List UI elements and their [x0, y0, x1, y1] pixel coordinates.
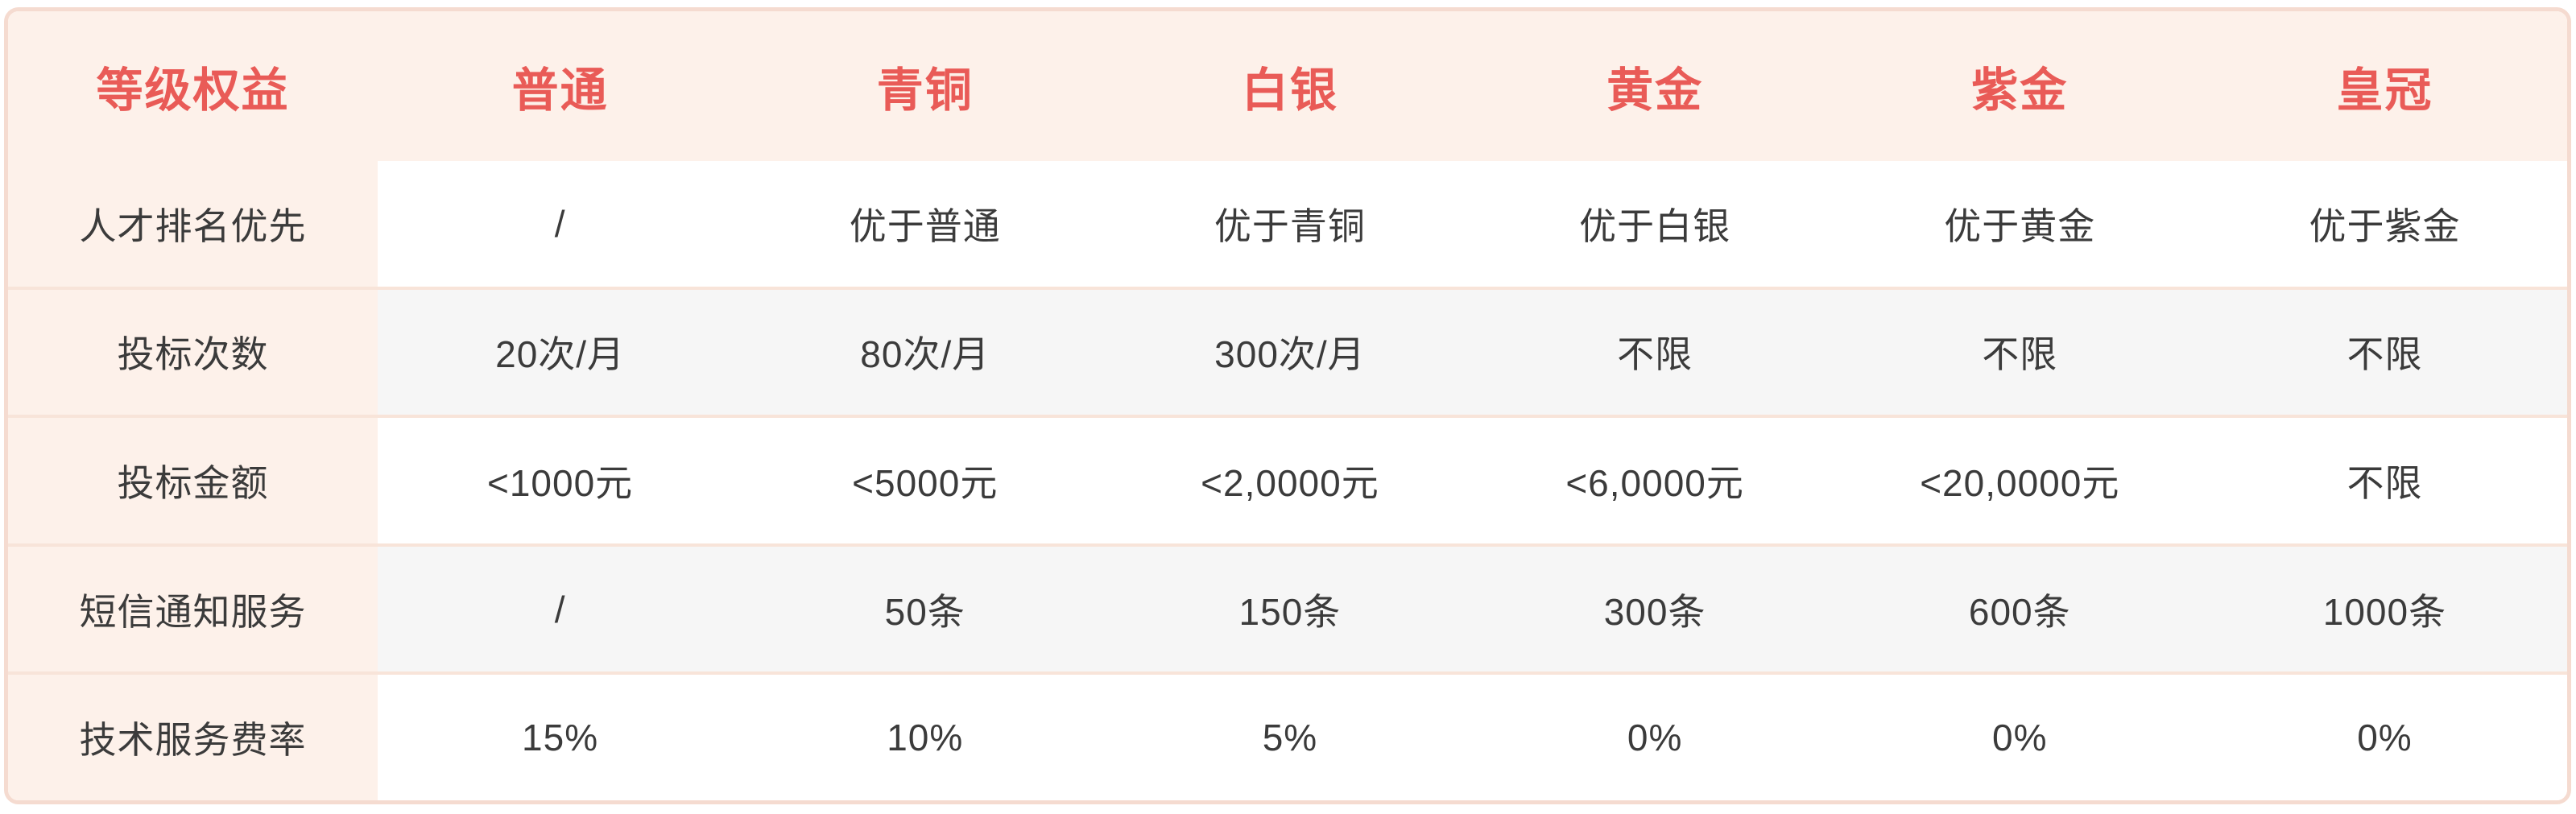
- row-values: 15% 10% 5% 0% 0% 0%: [378, 675, 2567, 800]
- table-header-row: 等级权益 普通 青铜 白银 黄金 紫金 皇冠: [8, 11, 2567, 161]
- tier-header-5: 紫金: [1971, 64, 2069, 117]
- value-cell-6: 0%: [2357, 717, 2413, 759]
- value-cell-2: 优于普通: [849, 205, 1001, 247]
- value-cell-4: 300条: [1603, 590, 1706, 633]
- row-divider: [8, 415, 2567, 419]
- value-cell-4: 优于白银: [1579, 205, 1731, 247]
- row-label: 投标金额: [8, 418, 378, 543]
- row-divider: [8, 671, 2567, 676]
- table-row: 投标次数 20次/月 80次/月 300次/月 不限 不限 不限: [8, 289, 2567, 415]
- value-cell-2: 50条: [884, 590, 965, 633]
- tier-header-2: 青铜: [876, 64, 974, 117]
- value-cell-6: 优于紫金: [2309, 205, 2461, 247]
- row-values: / 50条 150条 300条 600条 1000条: [378, 546, 2567, 672]
- table-row: 投标金额 <1000元 <5000元 <2,0000元 <6,0000元 <20,0000…: [8, 418, 2567, 543]
- tier-header-1: 普通: [511, 64, 609, 117]
- value-cell-5: 0%: [1992, 717, 2048, 759]
- table-body: 人才排名优先 / 优于普通 优于青铜 优于白银 优于黄金 优于紫金投标次数 20次/月 80次/…: [8, 161, 2567, 800]
- value-cell-5: 不限: [1982, 333, 2058, 376]
- row-values: <1000元 <5000元 <2,0000元 <6,0000元 <20,0000元 不限: [378, 418, 2567, 543]
- value-cell-3: 300次/月: [1214, 333, 1366, 376]
- value-cell-5: 600条: [1968, 590, 2071, 633]
- tier-header-3: 白银: [1241, 64, 1338, 117]
- value-cell-6: 不限: [2347, 461, 2423, 504]
- row-divider: [8, 543, 2567, 547]
- row-label: 投标次数: [8, 289, 378, 415]
- value-cell-6: 不限: [2347, 333, 2423, 376]
- tier-header-4: 黄金: [1606, 64, 1704, 117]
- table-row: 短信通知服务 / 50条 150条 300条 600条 1000条: [8, 546, 2567, 672]
- value-cell-6: 1000条: [2322, 590, 2447, 633]
- benefits-column-header: 等级权益: [96, 64, 290, 117]
- value-cell-1: 20次/月: [495, 333, 626, 376]
- table-row: 人才排名优先 / 优于普通 优于青铜 优于白银 优于黄金 优于紫金: [8, 161, 2567, 287]
- value-cell-3: 5%: [1262, 717, 1318, 759]
- row-values: 20次/月 80次/月 300次/月 不限 不限 不限: [378, 289, 2567, 415]
- value-cell-3: <2,0000元: [1201, 461, 1379, 504]
- value-cell-5: <20,0000元: [1920, 461, 2120, 504]
- value-cell-2: <5000元: [852, 461, 999, 504]
- value-cell-1: <1000元: [486, 461, 634, 504]
- row-divider: [8, 286, 2567, 290]
- table-row: 技术服务费率 15% 10% 5% 0% 0% 0%: [8, 675, 2567, 800]
- value-cell-2: 10%: [887, 717, 964, 759]
- value-cell-3: 150条: [1238, 590, 1342, 633]
- tier-benefits-table: 等级权益 普通 青铜 白银 黄金 紫金 皇冠 人才排名优先 / 优于普通 优于青铜 优于白银 优于黄…: [4, 7, 2571, 804]
- value-cell-1: /: [554, 202, 566, 245]
- row-label: 短信通知服务: [8, 546, 378, 672]
- value-cell-5: 优于黄金: [1944, 205, 2096, 247]
- value-cell-1: 15%: [522, 717, 599, 759]
- value-cell-4: <6,0000元: [1565, 461, 1744, 504]
- row-values: / 优于普通 优于青铜 优于白银 优于黄金 优于紫金: [378, 161, 2567, 287]
- value-cell-4: 不限: [1617, 333, 1693, 376]
- value-cell-4: 0%: [1627, 717, 1683, 759]
- value-cell-2: 80次/月: [860, 333, 990, 376]
- row-label: 技术服务费率: [8, 675, 378, 800]
- row-label: 人才排名优先: [8, 161, 378, 287]
- value-cell-1: /: [554, 588, 566, 630]
- value-cell-3: 优于青铜: [1214, 205, 1366, 247]
- tier-header-6: 皇冠: [2336, 64, 2433, 117]
